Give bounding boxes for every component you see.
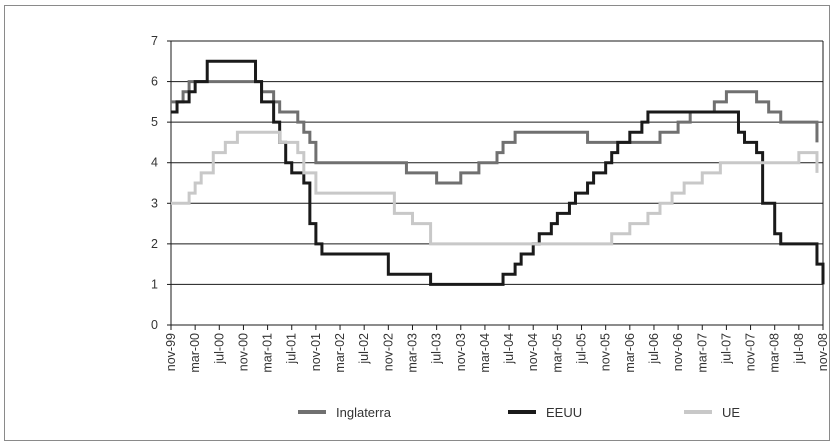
y-tick-label: 7 — [151, 34, 158, 48]
legend-label-ue: UE — [722, 405, 740, 420]
series-line-inglaterra — [171, 80, 819, 185]
x-tick-label: nov-00 — [236, 333, 250, 371]
x-tick-label: jul-06 — [647, 333, 661, 365]
x-tick-label: mar-08 — [768, 333, 782, 373]
x-tick-label: nov-05 — [599, 333, 613, 371]
x-tick-label: jul-02 — [357, 333, 371, 365]
series-line-ue — [171, 130, 819, 246]
x-tick-labels: nov-99 mar-00 jul-00 nov-00 mar-01 jul-01 nov-… — [164, 333, 830, 373]
y-tick-label: 6 — [151, 75, 158, 89]
y-tick-label: 0 — [151, 318, 158, 332]
x-tick-label: jul-08 — [792, 333, 806, 365]
x-tick-label: nov-04 — [526, 333, 540, 371]
series-lines — [171, 59, 825, 286]
x-tick-label: jul-04 — [502, 333, 516, 365]
y-tick-label: 3 — [151, 196, 158, 210]
x-tick-label: jul-01 — [285, 333, 299, 365]
legend-label-eeuu: EEUU — [546, 405, 582, 420]
y-tick-label: 1 — [151, 277, 158, 291]
x-tick-label: nov-06 — [671, 333, 685, 371]
x-tick-label: nov-02 — [381, 333, 395, 371]
x-tick-label: jul-07 — [719, 333, 733, 365]
y-tick-label: 2 — [151, 237, 158, 251]
y-tick-label: 5 — [151, 115, 158, 129]
x-tick-label: jul-00 — [212, 333, 226, 365]
x-tick-label: mar-04 — [478, 333, 492, 373]
x-tick-label: mar-05 — [550, 333, 564, 373]
x-tick-label: mar-00 — [188, 333, 202, 373]
x-tick-label: nov-07 — [744, 333, 758, 371]
x-tick-label: mar-02 — [333, 333, 347, 373]
x-tick-label: mar-01 — [261, 333, 275, 373]
x-tick-label: mar-06 — [623, 333, 637, 373]
gridlines — [171, 40, 823, 326]
x-tick-label: nov-99 — [164, 333, 178, 371]
x-tick-label: nov-08 — [816, 333, 830, 371]
x-tick-label: jul-05 — [575, 333, 589, 365]
legend: Inglaterra EEUU UE — [298, 405, 740, 420]
x-tick-label: nov-01 — [309, 333, 323, 371]
x-tick-label: nov-03 — [454, 333, 468, 371]
axes — [167, 40, 824, 330]
x-tick-label: mar-07 — [695, 333, 709, 373]
y-tick-label: 4 — [151, 156, 158, 170]
x-tick-label: jul-03 — [430, 333, 444, 365]
y-tick-labels: 0 1 2 3 4 5 6 7 — [151, 34, 158, 332]
legend-label-inglaterra: Inglaterra — [336, 405, 392, 420]
x-tick-label: mar-03 — [405, 333, 419, 373]
